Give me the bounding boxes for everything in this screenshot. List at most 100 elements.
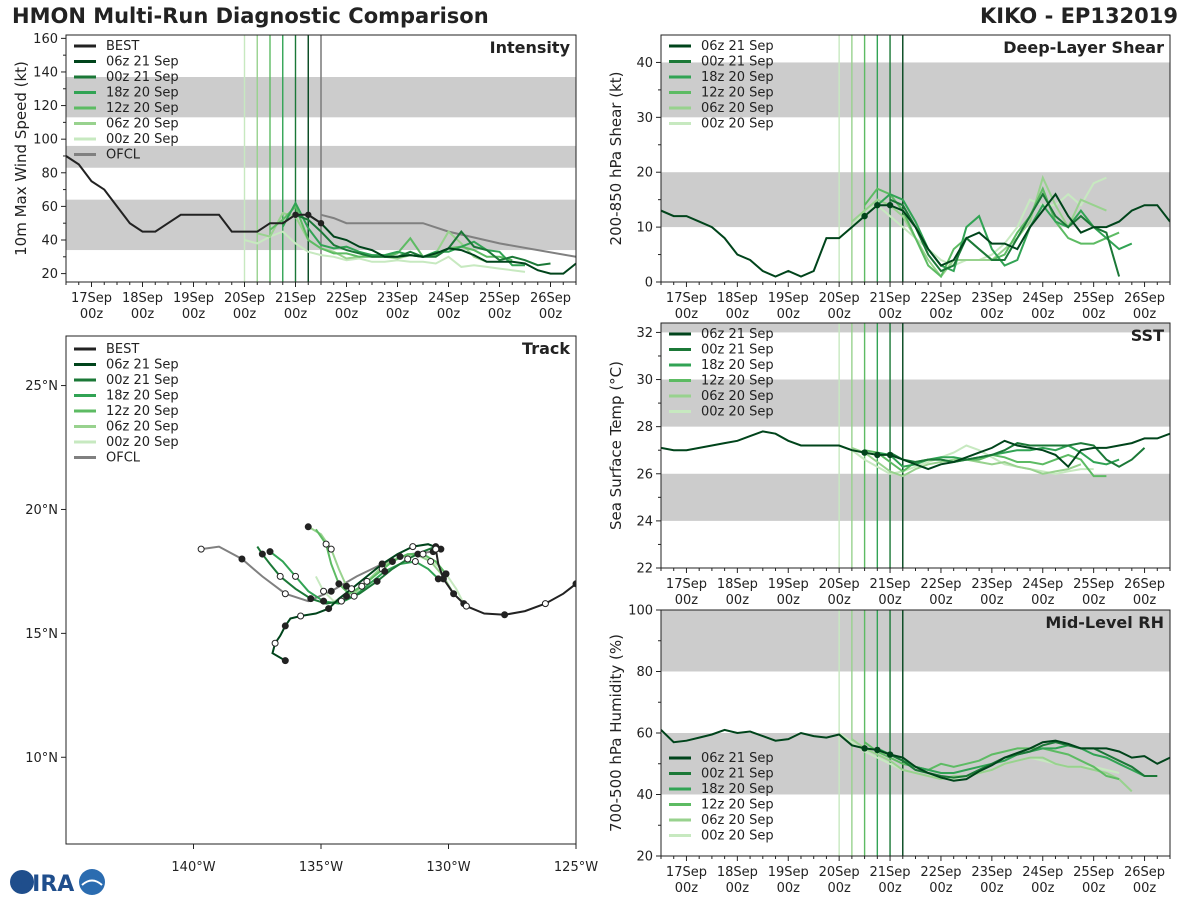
ytick-label: 40: [636, 788, 653, 803]
series-ofcl: [320, 213, 576, 258]
series-18z-20-sep: [876, 193, 1133, 273]
globe-icon: [10, 870, 34, 894]
track-point-06z-21-sep: [271, 639, 279, 647]
xtick-sublabel: 00z: [726, 307, 750, 322]
xtick-sublabel: 00z: [131, 307, 155, 322]
xtick-sublabel: 00z: [980, 307, 1004, 322]
track-point-00z-21-sep: [258, 550, 266, 558]
panel-shear: 01020304017Sep00z18Sep00z19Sep00z20Sep00…: [607, 34, 1171, 322]
xtick-label: 18Sep: [122, 291, 163, 306]
xtick-sublabel: 00z: [878, 881, 902, 896]
xtick-label: 22Sep: [920, 865, 961, 880]
legend-label-12z-20-sep: 12z 20 Sep: [701, 86, 774, 101]
point-06z-21-sep: [886, 751, 894, 758]
xtick-sublabel: 00z: [80, 307, 104, 322]
xtick-sublabel: 00z: [827, 593, 851, 608]
band-2: [661, 323, 1170, 333]
ytick-label: 30: [636, 373, 653, 388]
xtick-label: 23Sep: [971, 291, 1012, 306]
track-point-12z-20-sep: [322, 540, 330, 548]
ytick-label: 0: [645, 276, 653, 291]
legend-label-00z-21-sep: 00z 21 Sep: [701, 767, 774, 782]
xtick-label: 17Sep: [666, 577, 707, 592]
panel-rh: 2040608010017Sep00z18Sep00z19Sep00z20Sep…: [607, 604, 1171, 896]
point-06z-21-sep: [886, 201, 894, 209]
track-best: [434, 548, 576, 616]
legend-label-ofcl: OFCL: [106, 148, 141, 163]
track-point-best: [572, 580, 576, 588]
ytick-label: 80: [636, 665, 653, 680]
legend-label-18z-20-sep: 18z 20 Sep: [701, 358, 774, 373]
logo-text: CIRA: [16, 872, 74, 897]
track-point-06z-21-sep: [378, 560, 386, 568]
legend-label-06z-20-sep: 06z 20 Sep: [106, 420, 179, 435]
xtick-label: 19Sep: [768, 291, 809, 306]
xtick-sublabel: 00z: [1082, 593, 1106, 608]
panel-title-shear: Deep-Layer Shear: [1003, 38, 1164, 57]
xtick-sublabel: 00z: [675, 307, 699, 322]
track-point-ofcl: [197, 545, 205, 553]
xtick-label: 23Sep: [971, 865, 1012, 880]
legend-label-06z-21-sep: 06z 21 Sep: [701, 751, 774, 766]
track-point-12z-20-sep: [358, 582, 366, 590]
track-point-18z-20-sep: [266, 548, 274, 556]
track-point-06z-21-sep: [281, 622, 289, 630]
legend-label-18z-20-sep: 18z 20 Sep: [701, 782, 774, 797]
legend-label-06z-21-sep: 06z 21 Sep: [701, 39, 774, 54]
ytick-label: 22: [636, 562, 653, 577]
xtick-label: 21Sep: [870, 291, 911, 306]
panel-title-sst: SST: [1131, 326, 1164, 345]
xtick-sublabel: 00z: [539, 307, 563, 322]
xtick-sublabel: 00z: [1133, 881, 1157, 896]
ytick-label: 100: [33, 133, 58, 148]
series-06z-21-sep: [661, 192, 1170, 278]
track-point-00z-21-sep: [404, 555, 412, 563]
xtick-sublabel: 00z: [233, 307, 257, 322]
xtick-label: 25Sep: [479, 291, 520, 306]
xtick-label: 25Sep: [1073, 865, 1114, 880]
ytick-label: 25°N: [25, 379, 58, 394]
xtick-label: 130°W: [426, 860, 470, 875]
track-point-06z-20-sep: [304, 523, 312, 531]
ytick-label: 160: [33, 32, 58, 47]
cira-logo: CIRA: [6, 866, 106, 902]
ytick-label: 24: [636, 514, 653, 529]
xtick-label: 22Sep: [326, 291, 367, 306]
legend-label-06z-21-sep: 06z 21 Sep: [106, 55, 179, 70]
track-point-00z-21-sep: [373, 577, 381, 585]
track-point-best: [462, 602, 470, 610]
ytick-label: 20: [636, 850, 653, 865]
legend-label-00z-20-sep: 00z 20 Sep: [701, 829, 774, 844]
series-06z-21-sep: [661, 728, 1170, 782]
xtick-sublabel: 00z: [1082, 881, 1106, 896]
xtick-sublabel: 00z: [437, 307, 461, 322]
plot-area-track: [197, 523, 576, 665]
point-06z-21-sep: [874, 746, 881, 754]
xtick-sublabel: 00z: [1031, 881, 1055, 896]
track-point-06z-20-sep: [327, 545, 335, 553]
track-point-18z-20-sep: [292, 572, 299, 580]
xtick-label: 125°W: [554, 860, 598, 875]
legend-label-12z-20-sep: 12z 20 Sep: [106, 101, 179, 116]
ytick-label: 32: [636, 326, 653, 341]
xtick-label: 26Sep: [1124, 291, 1165, 306]
series-12z-20-sep: [864, 449, 1107, 478]
legend-label-00z-20-sep: 00z 20 Sep: [106, 132, 179, 147]
legend-label-18z-20-sep: 18z 20 Sep: [701, 70, 774, 85]
band-1: [661, 610, 1170, 672]
xtick-label: 26Sep: [1124, 865, 1165, 880]
xtick-sublabel: 00z: [1031, 593, 1055, 608]
xtick-label: 20Sep: [819, 291, 860, 306]
xtick-sublabel: 00z: [1031, 307, 1055, 322]
track-point-12z-20-sep: [388, 558, 396, 566]
xtick-sublabel: 00z: [1082, 307, 1106, 322]
ytick-label: 20: [636, 166, 653, 181]
xtick-label: 140°W: [171, 860, 215, 875]
xtick-label: 23Sep: [971, 577, 1012, 592]
ylabel-sst: Sea Surface Temp (°C): [607, 361, 625, 530]
ytick-label: 26: [636, 467, 653, 482]
xtick-label: 19Sep: [173, 291, 214, 306]
panel-intensity: 2040608010012014016017Sep00z18Sep00z19Se…: [12, 32, 577, 322]
legend-label-06z-20-sep: 06z 20 Sep: [701, 389, 774, 404]
